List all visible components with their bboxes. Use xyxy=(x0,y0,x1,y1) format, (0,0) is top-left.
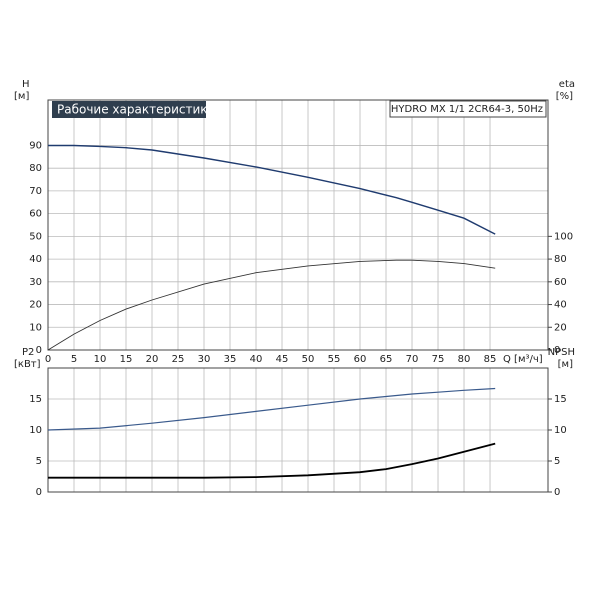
x-tick-label: 10 xyxy=(94,354,107,365)
x-tick-label: 15 xyxy=(120,354,133,365)
x-tick-label: 20 xyxy=(146,354,159,365)
y2-tick-label: 5 xyxy=(554,456,560,467)
y2-axis-label: NPSH xyxy=(548,347,575,358)
y2-axis-unit: [м] xyxy=(558,359,573,370)
chart-subtitle: HYDRO MX 1/1 2CR64-3, 50Hz xyxy=(391,104,543,115)
y-tick-label: 50 xyxy=(29,231,42,242)
title-box xyxy=(52,101,206,118)
x-tick-label: 30 xyxy=(198,354,211,365)
x-tick-label: 45 xyxy=(276,354,289,365)
y-tick-label: 10 xyxy=(29,425,42,436)
x-tick-label: 80 xyxy=(458,354,471,365)
y-tick-label: 0 xyxy=(36,345,42,356)
x-tick-label: 70 xyxy=(406,354,419,365)
y-tick-label: 15 xyxy=(29,394,42,405)
y-axis-label: H xyxy=(22,79,30,90)
y2-tick-label: 15 xyxy=(554,394,567,405)
y2-tick-label: 20 xyxy=(554,322,567,333)
x-tick-label: 25 xyxy=(172,354,185,365)
y-tick-label: 40 xyxy=(29,254,42,265)
y-axis-unit: [кВт] xyxy=(14,359,41,370)
y2-tick-label: 100 xyxy=(554,231,573,242)
curve xyxy=(48,442,496,479)
plot-border xyxy=(47,99,549,351)
y-axis-label: P2 xyxy=(22,347,34,358)
y2-tick-label: 80 xyxy=(554,254,567,265)
x-tick-label: 60 xyxy=(354,354,367,365)
x-tick-label: 65 xyxy=(380,354,393,365)
y-tick-label: 70 xyxy=(29,186,42,197)
x-tick-label: 40 xyxy=(250,354,263,365)
y-tick-label: 20 xyxy=(29,300,42,311)
chart-title: Рабочие характеристики xyxy=(57,103,215,117)
y-tick-label: 90 xyxy=(29,140,42,151)
x-axis-label: Q [м³/ч] xyxy=(503,354,543,365)
y2-tick-label: 0 xyxy=(554,487,560,498)
y2-tick-label: 10 xyxy=(554,425,567,436)
y-tick-label: 10 xyxy=(29,322,42,333)
y2-tick-label: 40 xyxy=(554,300,567,311)
y-tick-label: 5 xyxy=(36,456,42,467)
y2-tick-label: 60 xyxy=(554,277,567,288)
x-tick-label: 35 xyxy=(224,354,237,365)
x-tick-label: 0 xyxy=(45,354,51,365)
x-tick-label: 85 xyxy=(484,354,497,365)
y-tick-label: 0 xyxy=(36,487,42,498)
y2-tick-label: 0 xyxy=(554,345,560,356)
plot-area xyxy=(47,99,549,351)
x-tick-label: 50 xyxy=(302,354,315,365)
curve xyxy=(47,259,496,351)
x-tick-label: 75 xyxy=(432,354,445,365)
x-tick-label: 55 xyxy=(328,354,341,365)
curve xyxy=(47,387,496,431)
y-tick-label: 30 xyxy=(29,277,42,288)
y2-axis-label: eta xyxy=(559,79,575,90)
y-axis-unit: [м] xyxy=(14,91,29,102)
y-tick-label: 60 xyxy=(29,209,42,220)
model-box xyxy=(389,100,547,118)
curve xyxy=(48,144,496,235)
y-tick-label: 80 xyxy=(29,163,42,174)
y2-axis-unit: [%] xyxy=(556,91,573,102)
x-tick-label: 5 xyxy=(71,354,77,365)
